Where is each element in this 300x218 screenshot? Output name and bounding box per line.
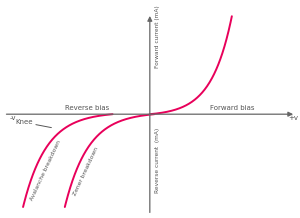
Text: -v: -v: [9, 115, 16, 121]
Text: Zener breakdown: Zener breakdown: [72, 146, 99, 196]
Text: Reverse current  (mA): Reverse current (mA): [155, 128, 160, 193]
Text: Reverse bias: Reverse bias: [65, 105, 109, 111]
Text: Forward current (mA): Forward current (mA): [155, 5, 160, 68]
Text: Knee: Knee: [16, 119, 51, 128]
Text: +v: +v: [288, 115, 298, 121]
Text: Forward bias: Forward bias: [210, 105, 254, 111]
Text: Avalanche breakdown: Avalanche breakdown: [29, 140, 62, 202]
